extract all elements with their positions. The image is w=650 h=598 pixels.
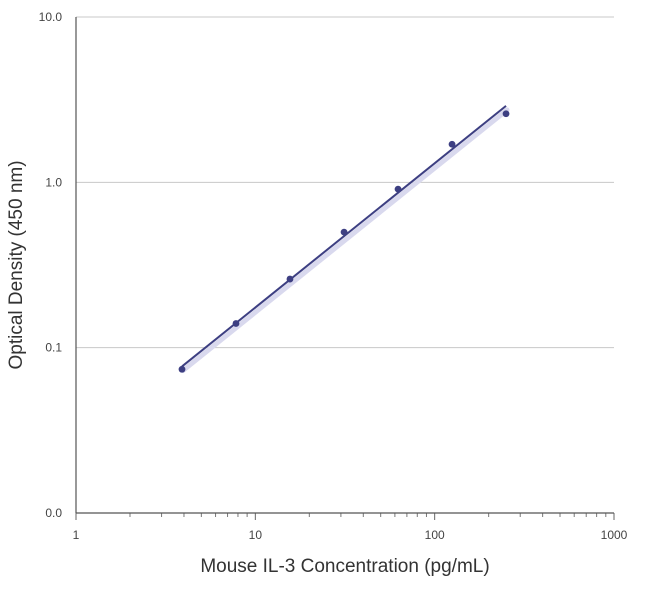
data-points: [178, 110, 510, 373]
x-tick-labels: 1 10 100 1000: [73, 528, 628, 542]
y-tick-label: 0.0: [45, 506, 62, 520]
x-tick-label: 100: [425, 528, 445, 542]
x-tick-label: 10: [249, 528, 263, 542]
y-tick-label: 0.1: [45, 341, 62, 355]
data-point: [502, 110, 510, 118]
fit-line-shadow: [180, 107, 510, 373]
y-axis-title: Optical Density (450 nm): [6, 160, 27, 369]
x-tick-label: 1000: [601, 528, 628, 542]
data-point: [394, 185, 402, 193]
y-tick-label: 1.0: [45, 175, 62, 189]
y-tick-label: 10.0: [39, 10, 63, 24]
fit-line: [181, 105, 507, 368]
x-minor-ticks: [75, 513, 615, 520]
grid-lines: [76, 16, 614, 349]
data-point: [178, 365, 186, 373]
data-point: [232, 320, 240, 327]
data-point: [340, 228, 348, 236]
y-tick-labels: 0.0 0.1 1.0 10.0: [39, 10, 63, 520]
data-point: [448, 140, 456, 148]
x-tick-label: 1: [73, 528, 80, 542]
data-point: [286, 275, 294, 283]
x-axis-title: Mouse IL-3 Concentration (pg/mL): [200, 556, 489, 577]
fit-line-group: [180, 105, 510, 373]
